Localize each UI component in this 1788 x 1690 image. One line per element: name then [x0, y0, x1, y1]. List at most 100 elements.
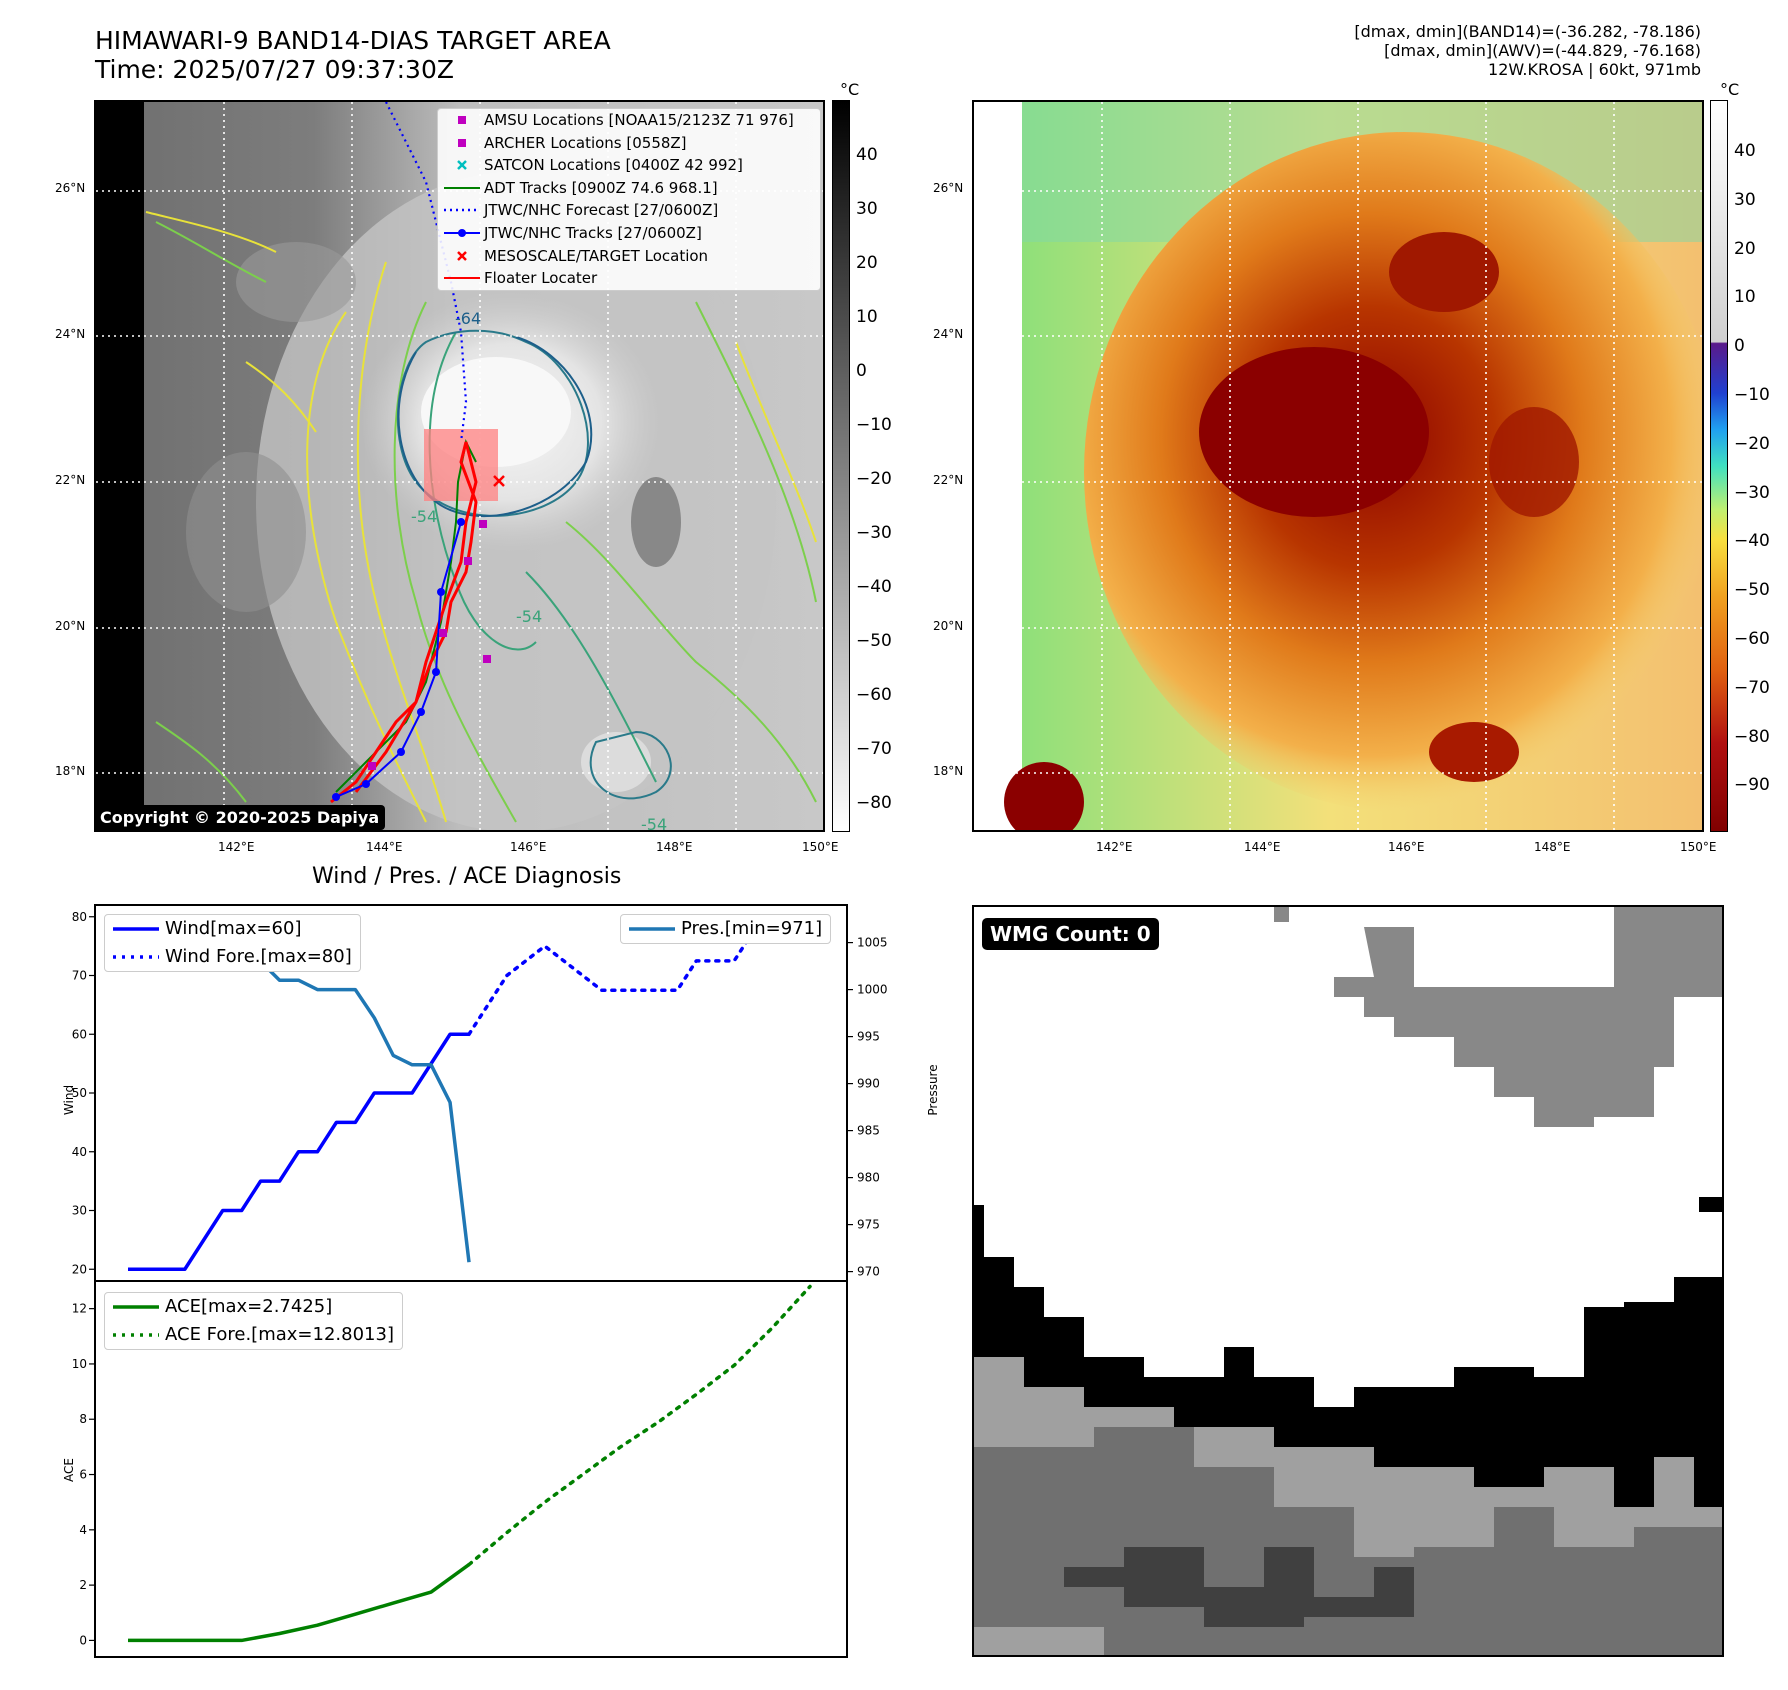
lat-tick-24-right: 24°N [933, 327, 964, 341]
color-colorbar-tick: −20 [1734, 433, 1770, 454]
lon-tick-146: 146°E [510, 840, 547, 854]
pressure-axis-tick-label: 1000 [857, 983, 888, 997]
ir-colorbar-tick: −10 [856, 415, 892, 435]
pressure-axis-label: Pressure [926, 1064, 940, 1115]
color-colorbar-tick: 10 [1734, 287, 1756, 308]
color-colorbar-tick: 20 [1734, 238, 1756, 259]
wind-axis-tick-label: 40 [72, 1145, 87, 1159]
square-marker-icon [458, 138, 466, 147]
ir-colorbar-tick: −50 [856, 631, 892, 651]
pressure-axis-ticks: 1005 1000 995 990 985 980 975 970 [847, 936, 888, 1279]
ir-colorbar-tick: −70 [856, 739, 892, 759]
lon-tick-148: 148°E [656, 840, 693, 854]
wind-axis-tick-label: 30 [72, 1204, 87, 1218]
legend-pressure: Pres.[min=971] [621, 915, 830, 943]
pressure-axis-tick-label: 990 [857, 1077, 880, 1091]
ace-axis-tick-label: 12 [72, 1302, 87, 1316]
ir-colorbar-tick: 10 [856, 307, 878, 327]
title-line-2: Time: 2025/07/27 09:37:30Z [95, 55, 454, 84]
color-colorbar-tick: 0 [1734, 336, 1745, 357]
color-colorbar-tick: −90 [1734, 775, 1770, 796]
ir-colorbar-tick: −60 [856, 685, 892, 705]
color-colorbar-tick: −40 [1734, 531, 1770, 552]
contour-label-3: -54 [516, 607, 542, 626]
color-colorbar-tick: 30 [1734, 189, 1756, 210]
legend-ace: ACE[max=2.7425] [105, 1293, 402, 1321]
legend-item-satcon: SATCON Locations [0400Z 42 992] [438, 154, 820, 177]
line-icon [444, 277, 480, 280]
legend-item-floater: Floater Locater [438, 267, 820, 290]
color-colorbar [1710, 100, 1728, 832]
color-colorbar-unit: °C [1720, 80, 1740, 99]
color-colorbar-tick: −10 [1734, 385, 1770, 405]
dotted-line-icon [113, 955, 159, 959]
pressure-axis-tick-label: 995 [857, 1030, 880, 1044]
pressure-legend: Pres.[min=971] [620, 914, 832, 944]
wind-axis-tick-label: 80 [72, 910, 87, 924]
solid-line-icon [113, 927, 159, 931]
lat-tick-18: 18°N [55, 764, 86, 778]
info-line-3: 12W.KROSA | 60kt, 971mb [1488, 60, 1701, 79]
color-colorbar-tick: −30 [1734, 482, 1770, 503]
storm-info: [dmax, dmin](BAND14)=(-36.282, -78.186) … [1354, 22, 1701, 79]
ace-series-line-0 [128, 1563, 471, 1643]
ir-map-image: -64 -54 -54 -54 [96, 102, 823, 830]
ir-colorbar-tick: 0 [856, 361, 867, 381]
color-enhanced-map-image [974, 102, 1702, 830]
ace-axis-label: ACE [62, 1458, 76, 1482]
pressure-axis-tick-label: 985 [857, 1124, 880, 1138]
lat-tick-18-right: 18°N [933, 764, 964, 778]
color-colorbar-tick: −70 [1734, 677, 1770, 698]
pressure-series-group [128, 931, 471, 1263]
ir-colorbar-tick: 30 [856, 199, 878, 219]
wind-legend: Wind[max=60] Wind Fore.[max=80] [104, 914, 361, 972]
ace-axis-ticks: 12 10 8 6 4 2 0 [72, 1302, 95, 1647]
info-line-2: [dmax, dmin](AWV)=(-44.829, -76.168) [1384, 41, 1701, 60]
lon-tick-144-right: 144°E [1244, 840, 1281, 854]
ace-axis-tick-label: 8 [79, 1412, 87, 1426]
wmg-count-badge: WMG Count: 0 [982, 918, 1159, 950]
lat-tick-20-right: 20°N [933, 619, 964, 633]
lat-tick-22-right: 22°N [933, 473, 964, 487]
solid-line-icon [113, 1305, 159, 1309]
legend-item-forecast: JTWC/NHC Forecast [27/0600Z] [438, 199, 820, 222]
wind-axis-tick-label: 60 [72, 1027, 87, 1041]
copyright-badge: Copyright © 2020-2025 Dapiya [94, 805, 386, 830]
legend-item-amsu: AMSU Locations [NOAA15/2123Z 71 976] [438, 109, 820, 132]
lon-tick-150-right: 150°E [1680, 840, 1717, 854]
wind-axis-label: Wind [62, 1085, 76, 1115]
pressure-axis-tick-label: 1005 [857, 936, 888, 950]
ir-colorbar-tick: −30 [856, 523, 892, 543]
lon-tick-142: 142°E [218, 840, 255, 854]
ir-colorbar-tick: 20 [856, 253, 878, 273]
contour-label-2: -54 [411, 507, 437, 526]
x-marker-icon [457, 160, 467, 171]
lat-tick-24: 24°N [55, 327, 86, 341]
lat-tick-20: 20°N [55, 619, 86, 633]
legend-wind: Wind[max=60] [105, 915, 360, 943]
pressure-axis-tick-label: 980 [857, 1171, 880, 1185]
pressure-axis-tick-label: 970 [857, 1265, 880, 1279]
ace-axis-tick-label: 4 [79, 1523, 87, 1537]
contour-label-4: -54 [641, 815, 667, 830]
lat-tick-26: 26°N [55, 181, 86, 195]
ace-axis-tick-label: 6 [79, 1468, 87, 1482]
ir-colorbar-tick: −20 [856, 469, 892, 489]
wmg-image [974, 907, 1722, 1655]
pressure-series-line-0 [128, 931, 471, 1263]
legend-wind-forecast: Wind Fore.[max=80] [105, 943, 360, 971]
lon-tick-142-right: 142°E [1096, 840, 1133, 854]
line-dot-icon [444, 228, 480, 237]
ace-series-group [128, 1284, 812, 1643]
lon-tick-148-right: 148°E [1534, 840, 1571, 854]
diagnosis-title: Wind / Pres. / ACE Diagnosis [312, 864, 622, 889]
wind-axis-tick-label: 20 [72, 1262, 87, 1276]
ace-legend: ACE[max=2.7425] ACE Fore.[max=12.8013] [104, 1292, 403, 1350]
dotted-line-icon [444, 209, 480, 212]
lon-tick-144: 144°E [366, 840, 403, 854]
ir-colorbar-tick: −40 [856, 577, 892, 597]
x-marker-icon [457, 250, 467, 261]
wind-axis-tick-label: 70 [72, 969, 87, 983]
ace-axis-tick-label: 10 [72, 1357, 87, 1371]
ace-series-line-1 [467, 1284, 812, 1567]
